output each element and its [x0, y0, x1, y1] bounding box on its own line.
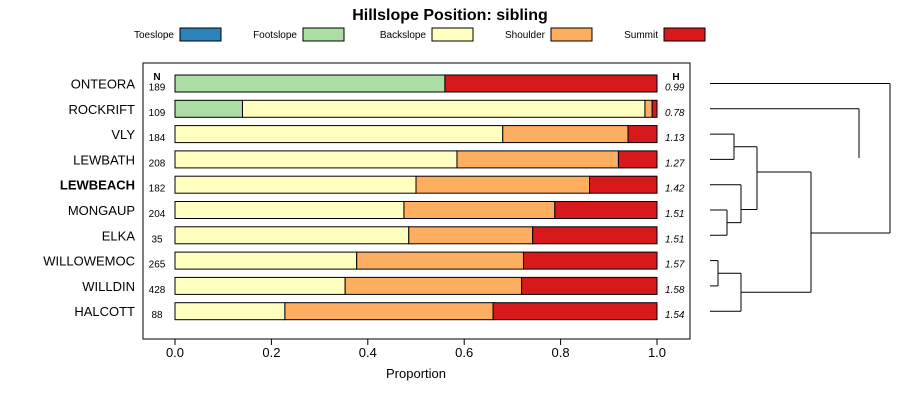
bar-segment-onteora-footslope	[174, 74, 446, 93]
row-label-rockrift: ROCKRIFT	[69, 102, 136, 117]
bar-segment-halcott-shoulder	[284, 302, 494, 321]
legend-label-footslope: Footslope	[253, 30, 297, 41]
bar-segment-elka-backslope	[174, 226, 410, 245]
bar-segment-elka-summit	[532, 226, 658, 245]
h-value-lewbeach: 1.42	[665, 184, 685, 195]
n-column-header: N	[153, 72, 160, 83]
n-value-rockrift: 109	[149, 108, 166, 119]
legend-swatch-backslope	[431, 27, 474, 42]
legend-swatch-footslope	[302, 27, 345, 42]
bar-segment-rockrift-summit	[651, 99, 658, 118]
bar-segment-willdin-summit	[521, 276, 658, 295]
bar-segment-willowemoc-shoulder	[356, 251, 524, 270]
x-axis-title: Proportion	[386, 366, 446, 381]
n-value-willdin: 428	[149, 285, 166, 296]
bar-segment-elka-shoulder	[408, 226, 534, 245]
bar-segment-lewbeach-shoulder	[415, 175, 591, 194]
bar-segment-lewbath-shoulder	[456, 150, 619, 169]
bar-segment-vly-backslope	[174, 125, 504, 144]
bar-segment-vly-summit	[627, 125, 658, 144]
plot-frame	[142, 62, 691, 340]
legend-label-summit: Summit	[624, 30, 658, 41]
row-label-halcott: HALCOTT	[74, 304, 135, 319]
row-label-vly: VLY	[111, 127, 135, 142]
row-label-mongaup: MONGAUP	[68, 203, 135, 218]
n-value-lewbeach: 182	[149, 184, 166, 195]
legend-label-backslope: Backslope	[380, 30, 427, 41]
legend: Toeslope Footslope Backslope Shoulder Summit	[134, 27, 706, 42]
dendrogram	[710, 83, 891, 312]
bar-segment-mongaup-backslope	[174, 201, 405, 219]
legend-label-shoulder: Shoulder	[505, 30, 546, 41]
row-label-onteora: ONTEORA	[71, 77, 136, 92]
n-value-vly: 184	[149, 133, 166, 144]
bar-segment-lewbath-summit	[617, 150, 658, 169]
n-value-halcott: 88	[151, 310, 163, 321]
h-value-willowemoc: 1.57	[665, 260, 685, 271]
legend-label-toeslope: Toeslope	[134, 30, 174, 41]
x-tick-label-2: 0.4	[359, 345, 377, 360]
bar-segment-willowemoc-backslope	[174, 251, 358, 270]
bar-segment-willdin-shoulder	[344, 276, 523, 295]
x-tick-label-5: 1.0	[648, 345, 666, 360]
h-value-vly: 1.13	[665, 133, 685, 144]
bar-segment-halcott-backslope	[174, 302, 286, 321]
legend-swatch-shoulder	[550, 27, 593, 42]
x-tick-label-0: 0.0	[166, 345, 184, 360]
n-value-onteora: 189	[149, 83, 166, 94]
bar-segment-rockrift-backslope	[241, 99, 646, 118]
n-value-lewbath: 208	[149, 158, 166, 169]
h-column-header: H	[672, 72, 679, 83]
bar-segment-rockrift-shoulder	[644, 99, 653, 118]
x-axis: 0.0 0.2 0.4 0.6 0.8 1.0	[166, 339, 666, 360]
row-label-lewbeach: LEWBEACH	[60, 178, 135, 193]
h-value-halcott: 1.54	[665, 310, 685, 321]
bar-segment-lewbeach-summit	[589, 175, 658, 194]
chart-title: Hillslope Position: sibling	[352, 7, 548, 24]
bar-segment-halcott-summit	[492, 302, 658, 321]
bar-segment-rockrift-footslope	[174, 99, 243, 118]
row-label-lewbath: LEWBATH	[73, 152, 135, 167]
h-value-willdin: 1.58	[665, 285, 685, 296]
bar-segment-lewbeach-backslope	[174, 175, 417, 194]
h-value-lewbath: 1.27	[665, 158, 685, 169]
n-value-willowemoc: 265	[149, 260, 166, 271]
h-value-rockrift: 0.78	[665, 108, 685, 119]
h-value-mongaup: 1.51	[665, 209, 684, 220]
bars-layer	[174, 74, 658, 321]
bar-segment-vly-shoulder	[502, 125, 629, 144]
row-label-willowemoc: WILLOWEMOC	[43, 254, 135, 269]
row-label-elka: ELKA	[102, 228, 136, 243]
h-value-elka: 1.51	[665, 234, 684, 245]
bar-segment-mongaup-summit	[554, 201, 658, 219]
legend-swatch-toeslope	[179, 27, 222, 42]
x-tick-label-4: 0.8	[552, 345, 570, 360]
bar-segment-willdin-backslope	[174, 276, 346, 295]
n-value-mongaup: 204	[149, 209, 166, 220]
bar-segment-lewbath-backslope	[174, 150, 458, 169]
bar-segment-mongaup-shoulder	[403, 201, 556, 219]
x-tick-label-3: 0.6	[455, 345, 473, 360]
bar-segment-willowemoc-summit	[522, 251, 658, 270]
row-labels: ONTEORA 189 0.99 ROCKRIFT 109 0.78 VLY 184 1.13 L…	[43, 77, 685, 322]
h-value-onteora: 0.99	[665, 83, 685, 94]
legend-swatch-summit	[663, 27, 706, 42]
bar-segment-onteora-summit	[444, 74, 658, 93]
x-tick-label-1: 0.2	[262, 345, 280, 360]
row-label-willdin: WILLDIN	[82, 279, 135, 294]
n-value-elka: 35	[151, 234, 163, 245]
